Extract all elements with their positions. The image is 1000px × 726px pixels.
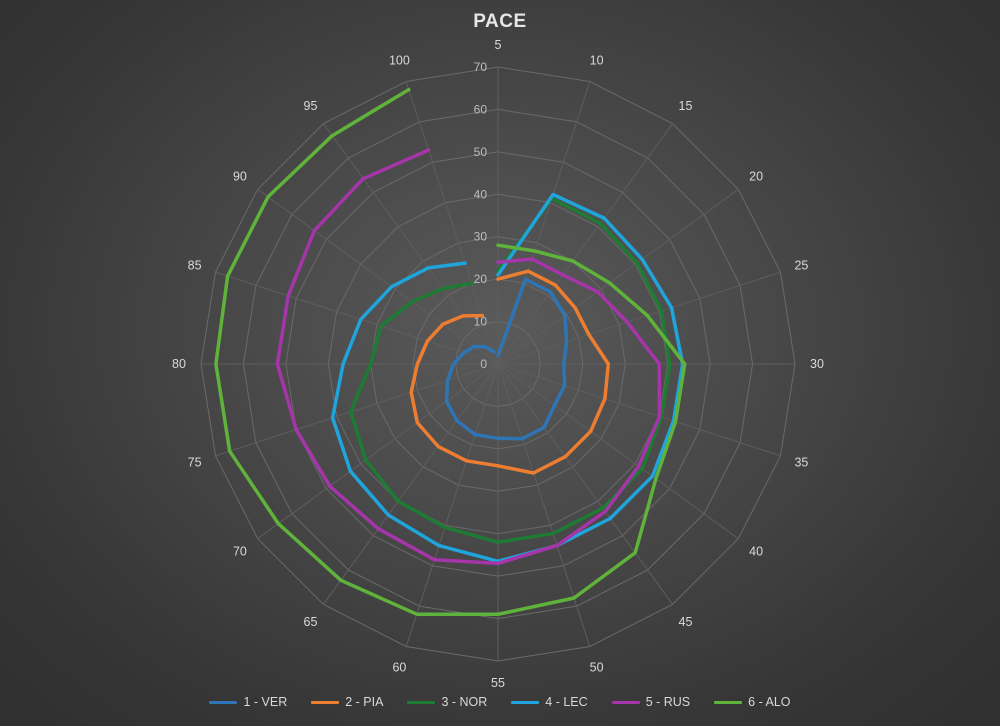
category-label: 40 <box>749 545 763 559</box>
category-label: 65 <box>304 615 318 629</box>
grid-spoke <box>322 123 499 365</box>
legend: 1 - VER 2 - PIA 3 - NOR 4 - LEC 5 - RUS 6 - A… <box>0 695 1000 709</box>
legend-item: 1 - VER <box>209 695 287 709</box>
category-label: 20 <box>749 170 763 184</box>
category-label: 10 <box>590 54 604 68</box>
grid-spoke <box>405 363 499 647</box>
category-label: 75 <box>188 456 202 470</box>
category-label: 15 <box>679 99 693 113</box>
legend-item: 6 - ALO <box>714 695 791 709</box>
radial-tick-label: 70 <box>474 60 488 74</box>
radial-tick-label: 0 <box>480 357 487 371</box>
series-line <box>348 196 672 544</box>
radial-tick-label: 10 <box>474 315 488 329</box>
radial-tick-label: 50 <box>474 145 488 159</box>
legend-item: 3 - NOR <box>407 695 487 709</box>
category-label: 90 <box>233 170 247 184</box>
legend-item: 5 - RUS <box>611 695 691 709</box>
grid-spoke <box>497 271 781 365</box>
category-label: 30 <box>810 357 824 371</box>
category-label: 55 <box>491 676 505 690</box>
radial-tick-label: 20 <box>474 272 488 286</box>
legend-item: 4 - LEC <box>511 695 588 709</box>
grid-spoke <box>215 363 499 457</box>
legend-label: 4 - LEC <box>545 695 588 709</box>
legend-label: 2 - PIA <box>345 695 384 709</box>
legend-swatch <box>311 700 340 704</box>
category-label: 85 <box>188 258 202 272</box>
legend-swatch <box>407 700 436 704</box>
category-label: 25 <box>794 258 808 272</box>
legend-label: 3 - NOR <box>441 695 488 709</box>
radial-axis-ticks: 0 10 20 30 40 50 60 70 <box>474 60 488 371</box>
grid-spoke <box>497 363 739 540</box>
legend-swatch <box>511 700 540 704</box>
legend-label: 6 - ALO <box>748 695 791 709</box>
grid-spoke <box>497 363 674 605</box>
grid-spoke <box>497 123 674 365</box>
category-label: 60 <box>392 660 406 674</box>
category-label: 45 <box>679 615 693 629</box>
category-label: 50 <box>590 660 604 674</box>
grid-spoke <box>215 271 499 365</box>
series-lines <box>214 87 687 617</box>
legend-swatch <box>714 700 743 704</box>
legend-swatch <box>611 700 640 704</box>
legend-label: 1 - VER <box>243 695 288 709</box>
grid-spoke <box>257 363 499 540</box>
legend-item: 2 - PIA <box>311 695 383 709</box>
category-label: 5 <box>495 38 502 52</box>
radar-grid <box>200 66 796 662</box>
series-line <box>409 269 611 475</box>
series-line <box>214 87 687 617</box>
grid-spoke <box>322 363 499 605</box>
category-label: 35 <box>794 456 808 470</box>
grid-spoke <box>497 363 781 457</box>
category-label: 95 <box>304 99 318 113</box>
category-label: 70 <box>233 545 247 559</box>
category-label: 80 <box>172 357 186 371</box>
grid-spoke <box>257 188 499 365</box>
radial-tick-label: 60 <box>474 102 488 116</box>
radial-tick-label: 30 <box>474 230 488 244</box>
chart-title: PACE <box>473 11 527 32</box>
series-line <box>444 277 569 441</box>
series-line <box>275 148 662 566</box>
grid-spoke <box>497 188 739 365</box>
legend-label: 5 - RUS <box>645 695 691 709</box>
legend-swatch <box>209 700 238 704</box>
radial-tick-label: 40 <box>474 187 488 201</box>
category-label: 100 <box>389 54 410 68</box>
